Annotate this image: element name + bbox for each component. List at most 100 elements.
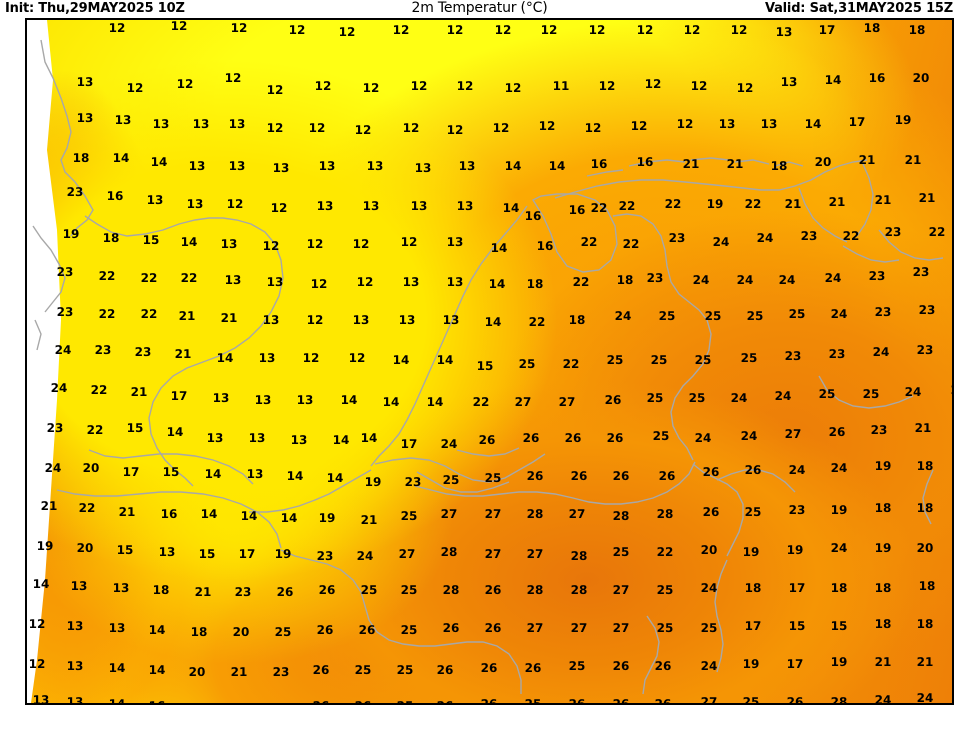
temperature-value: 14 [804, 117, 822, 131]
temperature-heatmap[interactable]: 12 12 12 12 12 12 12 12 12 12 12 12 12 13 17 18 18 18 13 12… [27, 20, 952, 703]
temperature-value: 26 [702, 465, 720, 479]
map-frame[interactable]: 12 12 12 12 12 12 12 12 12 12 12 12 12 13 17 18 18 18 13 12… [25, 18, 954, 705]
valid-time-label: Valid: Sat,31MAY2025 15Z [764, 1, 953, 16]
temperature-value: 18 [916, 501, 934, 515]
temperature-value: 23 [868, 269, 886, 283]
temperature-value: 14 [286, 469, 304, 483]
temperature-value: 25 [354, 663, 372, 677]
temperature-value: 24 [712, 235, 730, 249]
temperature-value: 16 [868, 71, 886, 85]
temperature-value: 14 [148, 623, 166, 637]
temperature-value: 18 [908, 23, 926, 37]
wadden-island-3-path [734, 159, 770, 165]
temperature-value: 25 [694, 353, 712, 367]
temperature-value: 28 [442, 583, 460, 597]
temperature-value: 18 [72, 151, 90, 165]
temperature-value: 13 [760, 117, 778, 131]
temperature-value: 24 [740, 429, 758, 443]
temperature-value: 26 [570, 469, 588, 483]
ems-estuary-path [798, 187, 848, 243]
temperature-value: 19 [830, 503, 848, 517]
temperature-value: 15 [162, 465, 180, 479]
temperature-value: 23 [56, 265, 74, 279]
temperature-value: 12 [352, 237, 370, 251]
temperature-value: 13 [146, 193, 164, 207]
temperature-value: 12 [446, 123, 464, 137]
temperature-value: 15 [126, 421, 144, 435]
temperature-value: 13 [296, 393, 314, 407]
temperature-value: 23 [404, 475, 422, 489]
temperature-value: 13 [246, 467, 264, 481]
temperature-value: 14 [180, 235, 198, 249]
temperature-value: 17 [848, 115, 866, 129]
temperature-value: 12 [538, 119, 556, 133]
map-header: Init: Thu,29MAY2025 10Z 2m Temperatur (°… [0, 0, 959, 17]
temperature-value: 13 [446, 275, 464, 289]
temperature-value: 26 [358, 623, 376, 637]
temperature-value: 12 [354, 123, 372, 137]
temperature-value: 26 [313, 700, 330, 703]
temperature-value: 13 [290, 433, 308, 447]
temperature-value: 12 [410, 79, 428, 93]
temperature-value: 19 [830, 655, 848, 669]
temperature-value: 26 [564, 431, 582, 445]
temperature-value: 14 [112, 151, 130, 165]
temperature-value: 26 [786, 695, 804, 703]
temperature-value: 13 [446, 235, 464, 249]
south-border-path [642, 615, 660, 695]
temperature-value: 24 [774, 389, 792, 403]
temperature-value: 12 [308, 121, 326, 135]
temperature-value: 20 [814, 155, 832, 169]
temperature-value: 26 [606, 431, 624, 445]
temperature-value: 14 [166, 425, 184, 439]
belgian-coast-path [249, 469, 372, 513]
temperature-value: 26 [276, 585, 294, 599]
temperature-value: 19 [874, 541, 892, 555]
german-river-2-path [878, 229, 944, 261]
temperature-value: 14 [382, 395, 400, 409]
temperature-value: 13 [66, 619, 84, 633]
temperature-value: 27 [398, 547, 416, 561]
temperature-value: 24 [614, 309, 632, 323]
temperature-value: 25 [400, 509, 418, 523]
temperature-value: 12 [690, 79, 708, 93]
temperature-value: 12 [28, 657, 46, 671]
temperature-value: 14 [502, 201, 520, 215]
temperature-value: 26 [436, 663, 454, 677]
temperature-value: 20 [82, 461, 100, 475]
temperature-value: 26 [612, 659, 630, 673]
german-border-east-path [922, 469, 934, 525]
temperature-value: 12 [288, 23, 306, 37]
init-time-label: Init: Thu,29MAY2025 10Z [5, 1, 185, 16]
temperature-value: 16 [590, 157, 608, 171]
temperature-value: 20 [232, 625, 250, 639]
temperature-value: 24 [440, 437, 458, 451]
temperature-value: 22 [140, 271, 158, 285]
temperature-value: 23 [134, 345, 152, 359]
temperature-value: 24 [700, 659, 718, 673]
temperature-value: 12 [730, 23, 748, 37]
temperature-value: 14 [280, 511, 298, 525]
temperature-value: 24 [694, 431, 712, 445]
temperature-value: 12 [262, 239, 280, 253]
cool-sea-region [27, 20, 952, 703]
temperature-value: 14 [216, 351, 234, 365]
temperature-value: 13 [76, 75, 94, 89]
temperature-value: 22 [180, 271, 198, 285]
temperature-value: 14 [148, 663, 166, 677]
temperature-value: 23 [272, 665, 290, 679]
temperature-value: 25 [744, 505, 762, 519]
temperature-value: 25 [525, 698, 542, 703]
temperature-value: 12 [230, 21, 248, 35]
temperature-value: 12 [338, 25, 356, 39]
temperature-value: 15 [830, 619, 848, 633]
temperature-value: 21 [858, 153, 876, 167]
temperature-value: 26 [480, 661, 498, 675]
temperature-value: 26 [478, 433, 496, 447]
temperature-value: 18 [874, 501, 892, 515]
temperature-value: 13 [456, 199, 474, 213]
temperature-value: 19 [742, 545, 760, 559]
temperature-value: 26 [604, 393, 622, 407]
temperature-value: 26 [654, 659, 672, 673]
temperature-value: 22 [590, 201, 608, 215]
